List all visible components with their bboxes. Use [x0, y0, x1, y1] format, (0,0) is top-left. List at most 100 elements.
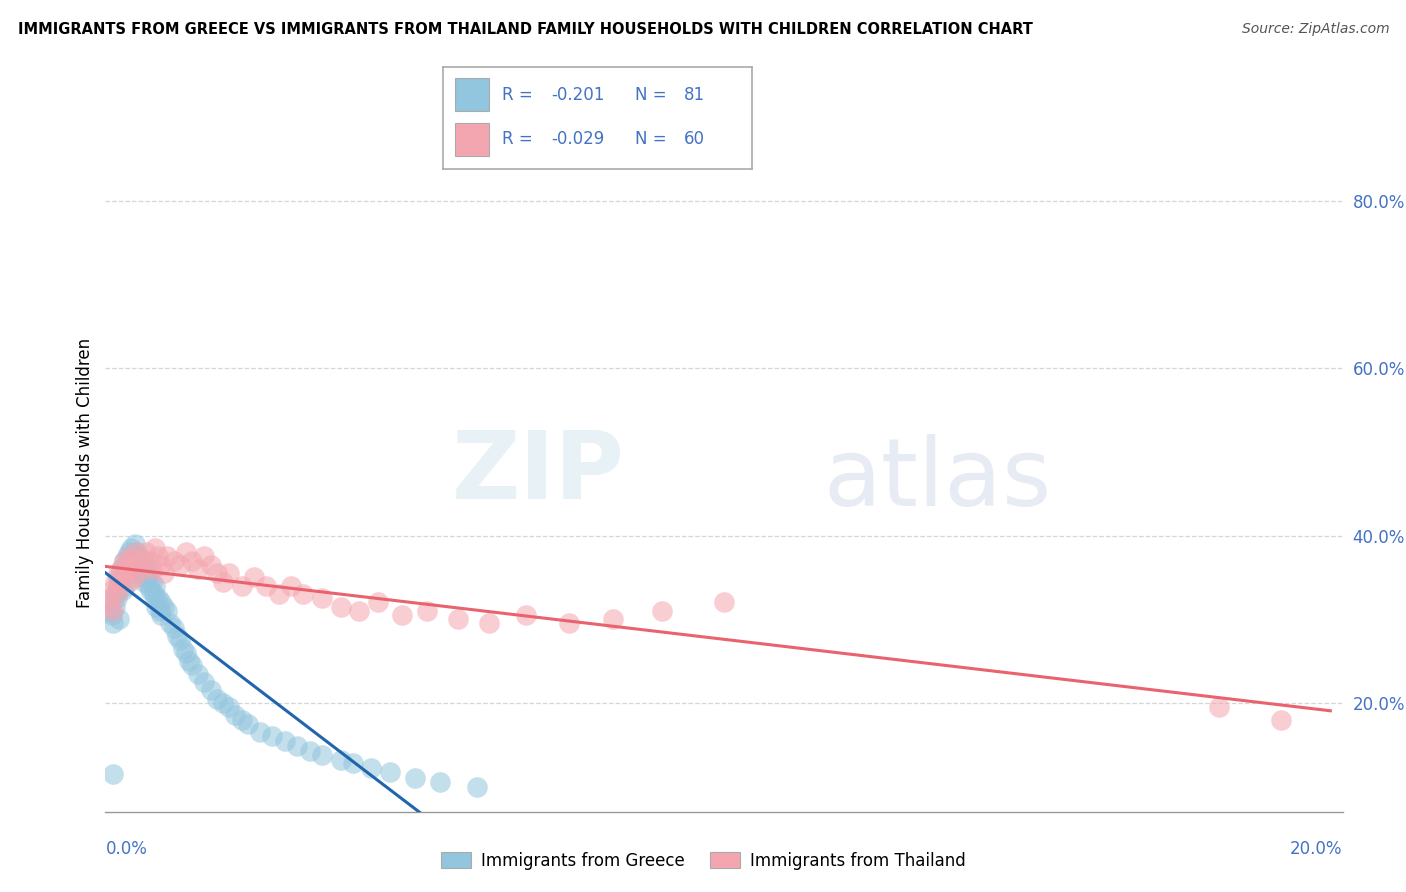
Point [193, 675, 215, 690]
Point [115, 562, 138, 576]
Point [104, 587, 127, 601]
Point [174, 646, 197, 660]
Point [651, 604, 673, 618]
Point [135, 562, 157, 576]
Point [224, 708, 246, 723]
Point [125, 558, 148, 572]
Point [169, 558, 191, 572]
Point [136, 570, 159, 584]
Point [193, 549, 215, 564]
Point [125, 545, 148, 559]
Point [187, 666, 209, 681]
Point [110, 562, 132, 576]
Text: 81: 81 [685, 86, 706, 103]
Point [249, 725, 271, 739]
Point [429, 775, 451, 789]
Text: -0.029: -0.029 [551, 129, 605, 148]
Point [174, 545, 197, 559]
Point [143, 579, 166, 593]
Text: ZIP: ZIP [453, 426, 626, 519]
Point [212, 574, 235, 589]
Point [141, 562, 163, 576]
Point [231, 579, 253, 593]
Point [120, 554, 142, 568]
Point [120, 549, 142, 564]
Point [138, 554, 160, 568]
Point [132, 574, 155, 589]
Text: Source: ZipAtlas.com: Source: ZipAtlas.com [1241, 22, 1389, 37]
Point [112, 554, 135, 568]
Point [110, 562, 132, 576]
Point [120, 566, 142, 581]
Point [118, 574, 141, 589]
Point [101, 604, 124, 618]
Text: 20.0%: 20.0% [1291, 840, 1343, 858]
Point [218, 566, 240, 581]
Point [146, 549, 169, 564]
Point [162, 621, 184, 635]
Point [120, 562, 142, 576]
Point [465, 780, 488, 794]
Point [131, 562, 153, 576]
Point [111, 570, 134, 584]
Point [478, 616, 501, 631]
Point [329, 599, 352, 614]
Point [107, 579, 129, 593]
Point [1270, 713, 1292, 727]
Text: R =: R = [502, 86, 533, 103]
Point [292, 587, 315, 601]
Point [120, 541, 142, 555]
Point [150, 608, 173, 623]
Point [416, 604, 439, 618]
Point [143, 541, 166, 555]
Point [311, 591, 333, 606]
Point [127, 566, 149, 581]
Point [110, 574, 132, 589]
Point [153, 566, 176, 581]
Point [112, 554, 135, 568]
Point [236, 716, 259, 731]
Point [143, 591, 166, 606]
Point [105, 587, 128, 601]
Point [145, 599, 167, 614]
Point [205, 691, 228, 706]
Point [111, 582, 134, 597]
Point [262, 730, 284, 744]
Point [558, 616, 581, 631]
Point [181, 554, 204, 568]
Point [100, 608, 122, 623]
Point [107, 570, 129, 584]
Point [713, 595, 735, 609]
Point [156, 549, 179, 564]
Point [169, 633, 191, 648]
Text: R =: R = [502, 129, 533, 148]
Point [122, 562, 145, 576]
Point [285, 739, 308, 754]
Point [515, 608, 537, 623]
Point [146, 591, 169, 606]
Point [125, 545, 148, 559]
Point [205, 566, 228, 581]
Point [159, 616, 181, 631]
Point [114, 566, 136, 581]
Point [107, 566, 129, 581]
Point [97, 604, 120, 618]
Point [131, 570, 153, 584]
Point [128, 549, 150, 564]
Point [104, 574, 127, 589]
Point [212, 696, 235, 710]
Text: -0.201: -0.201 [551, 86, 605, 103]
Point [100, 595, 122, 609]
Point [142, 587, 165, 601]
Point [100, 599, 122, 614]
Point [122, 554, 145, 568]
Point [122, 549, 145, 564]
Point [112, 566, 135, 581]
Point [100, 582, 122, 597]
Point [138, 562, 160, 576]
Point [114, 579, 136, 593]
Point [101, 616, 124, 631]
Point [378, 764, 401, 779]
Point [329, 753, 352, 767]
Point [115, 558, 138, 572]
